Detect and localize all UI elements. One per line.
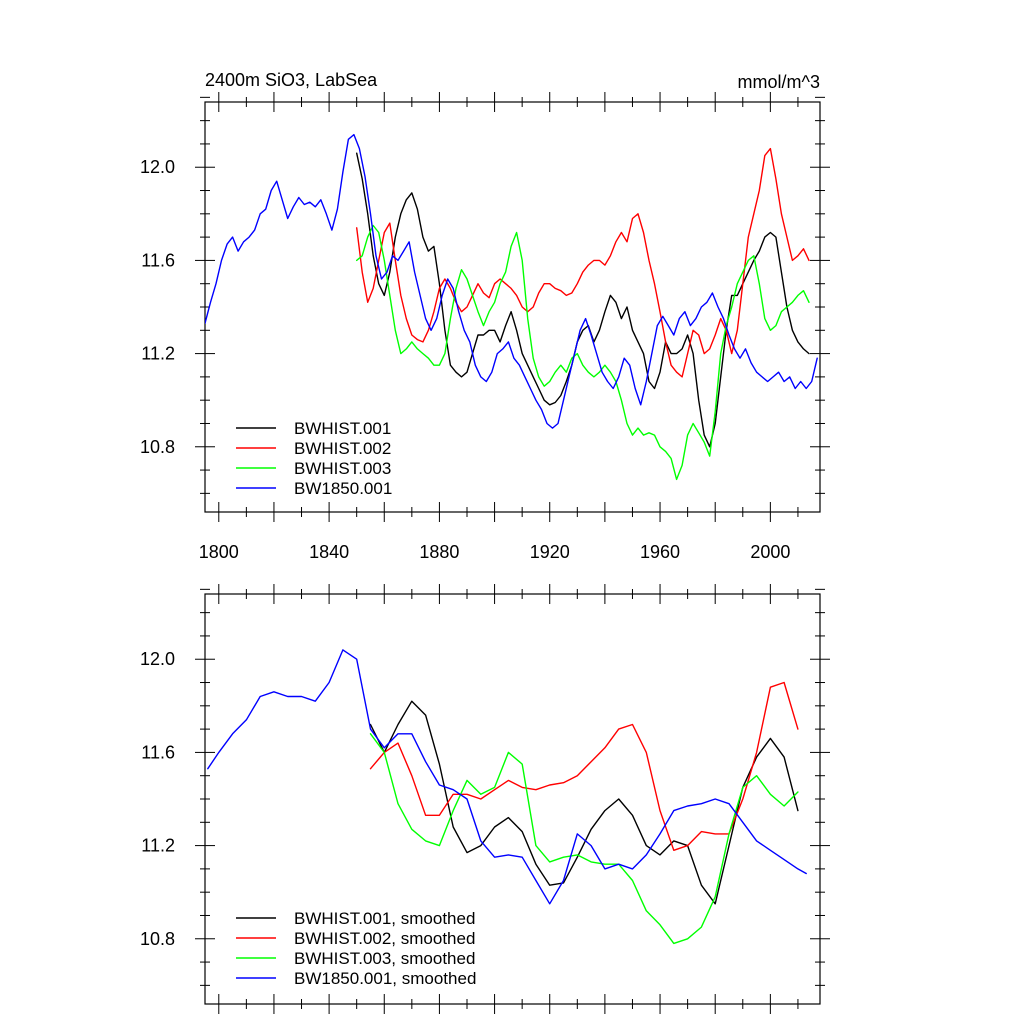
legend-label: BWHIST.002, smoothed bbox=[294, 929, 475, 948]
y-tick-label: 11.6 bbox=[141, 742, 175, 762]
legend-label: BWHIST.003, smoothed bbox=[294, 949, 475, 968]
series-line-0 bbox=[356, 152, 810, 448]
legend-label: BW1850.001 bbox=[294, 479, 392, 498]
y-tick-label: 11.2 bbox=[141, 344, 175, 364]
legend-label: BWHIST.003 bbox=[294, 459, 391, 478]
legend-label: BWHIST.002 bbox=[294, 439, 391, 458]
legend-label: BWHIST.001, smoothed bbox=[294, 909, 475, 928]
series-line-1 bbox=[369, 681, 799, 851]
y-tick-label: 12.0 bbox=[140, 649, 175, 669]
series-line-1 bbox=[356, 147, 810, 378]
x-tick-label: 1840 bbox=[309, 542, 349, 562]
series-line-2 bbox=[356, 224, 810, 481]
units-label: mmol/m^3 bbox=[738, 72, 820, 92]
x-tick-label: 1880 bbox=[419, 542, 459, 562]
y-tick-label: 12.0 bbox=[140, 157, 175, 177]
legend-label: BW1850.001, smoothed bbox=[294, 969, 476, 988]
x-tick-label: 1960 bbox=[640, 542, 680, 562]
x-tick-label: 1920 bbox=[530, 542, 570, 562]
x-tick-label: 2000 bbox=[750, 542, 790, 562]
legend-label: BWHIST.001 bbox=[294, 419, 391, 438]
series-line-3 bbox=[205, 133, 818, 429]
y-tick-label: 10.8 bbox=[140, 437, 175, 457]
x-tick-label: 1800 bbox=[199, 542, 239, 562]
series-line-2 bbox=[369, 733, 799, 945]
series-line-0 bbox=[369, 700, 799, 905]
y-tick-label: 11.2 bbox=[141, 836, 175, 856]
top-panel: 1800 1840 1880 1920 1960 2000 12.0 11.6 11.2 10.8… bbox=[140, 70, 830, 562]
series-line-3 bbox=[207, 649, 807, 905]
y-tick-label: 11.6 bbox=[141, 250, 175, 270]
chart-title: 2400m SiO3, LabSea bbox=[205, 70, 378, 90]
y-tick-label: 10.8 bbox=[140, 929, 175, 949]
